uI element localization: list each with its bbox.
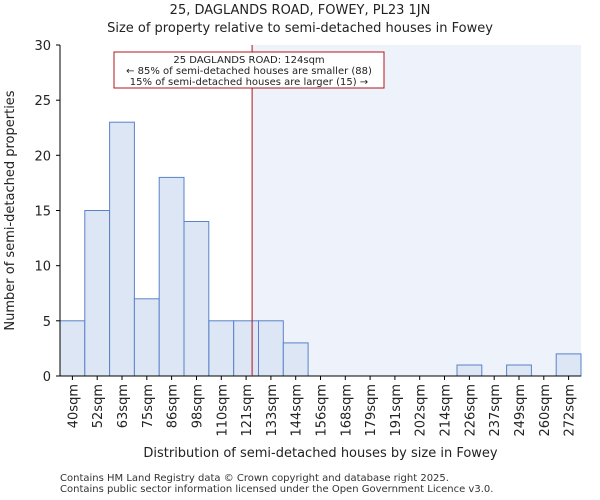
x-tick-label-86sqm: 86sqm	[166, 384, 181, 428]
x-tick-label-214sqm: 214sqm	[439, 384, 454, 437]
x-axis-label: Distribution of semi-detached houses by …	[143, 446, 498, 461]
x-tick-label-156sqm: 156sqm	[315, 384, 330, 437]
y-tick-label: 25	[34, 94, 51, 109]
x-tick-label-133sqm: 133sqm	[265, 384, 280, 437]
y-tick-label: 15	[34, 205, 51, 220]
x-tick-label-63sqm: 63sqm	[116, 384, 131, 428]
y-tick-label: 30	[34, 39, 51, 54]
bar-249sqm	[506, 364, 532, 377]
annotation-box	[113, 51, 385, 89]
highlight-region	[252, 45, 581, 376]
histogram-chart: 0 5 10 15 20 25 30 40sqm 52sqm 63sqm 75sqm 86sqm 98s…	[3, 39, 582, 461]
annotation-line-1: 25 DAGLANDS ROAD: 124sqm	[173, 55, 324, 66]
bar-133sqm	[258, 320, 284, 377]
annotation-line-3: 15% of semi-detached houses are larger (…	[130, 77, 368, 88]
bar-144sqm	[282, 342, 309, 377]
footer-copyright: Contains HM Land Registry data © Crown c…	[60, 473, 449, 484]
y-tick-label: 10	[34, 260, 51, 275]
chart-title: 25, DAGLANDS ROAD, FOWEY, PL23 1JN	[169, 3, 431, 18]
y-axis-label: Number of semi-detached properties	[3, 90, 18, 330]
x-tick-label-144sqm: 144sqm	[290, 384, 305, 437]
x-tick-label-121sqm: 121sqm	[240, 384, 255, 437]
x-tick-label-191sqm: 191sqm	[389, 384, 404, 437]
bar-40sqm	[59, 320, 86, 377]
x-tick-label-52sqm: 52sqm	[91, 384, 106, 428]
x-tick-label-237sqm: 237sqm	[488, 384, 503, 437]
y-tick-label: 20	[34, 149, 51, 164]
annotation-line-2: ← 85% of semi-detached houses are smalle…	[126, 66, 372, 77]
x-tick-label-202sqm: 202sqm	[414, 384, 429, 437]
x-tick-label-98sqm: 98sqm	[191, 384, 206, 428]
bar-110sqm	[208, 320, 235, 377]
x-tick-label-75sqm: 75sqm	[141, 384, 156, 428]
bar-63sqm	[109, 121, 135, 377]
footer-licence: Contains public sector information licen…	[60, 484, 494, 495]
bar-121sqm	[233, 320, 259, 377]
y-tick-label: 0	[43, 370, 51, 385]
y-tick-label: 5	[43, 315, 51, 330]
bar-86sqm	[158, 176, 185, 377]
x-tick-label-110sqm: 110sqm	[215, 384, 230, 437]
bar-52sqm	[84, 210, 111, 377]
x-tick-label-179sqm: 179sqm	[364, 384, 379, 437]
bar-226sqm	[456, 364, 483, 377]
x-tick-label-272sqm: 272sqm	[563, 384, 578, 437]
chart-subtitle: Size of property relative to semi-detach…	[107, 21, 493, 36]
bar-272sqm	[555, 353, 582, 377]
x-tick-label-226sqm: 226sqm	[463, 384, 478, 437]
x-tick-label-168sqm: 168sqm	[339, 384, 354, 437]
x-tick-label-249sqm: 249sqm	[513, 384, 528, 437]
bar-75sqm	[133, 298, 160, 377]
x-tick-label-260sqm: 260sqm	[538, 384, 553, 437]
x-tick-label-40sqm: 40sqm	[66, 384, 81, 428]
bar-98sqm	[183, 221, 210, 377]
